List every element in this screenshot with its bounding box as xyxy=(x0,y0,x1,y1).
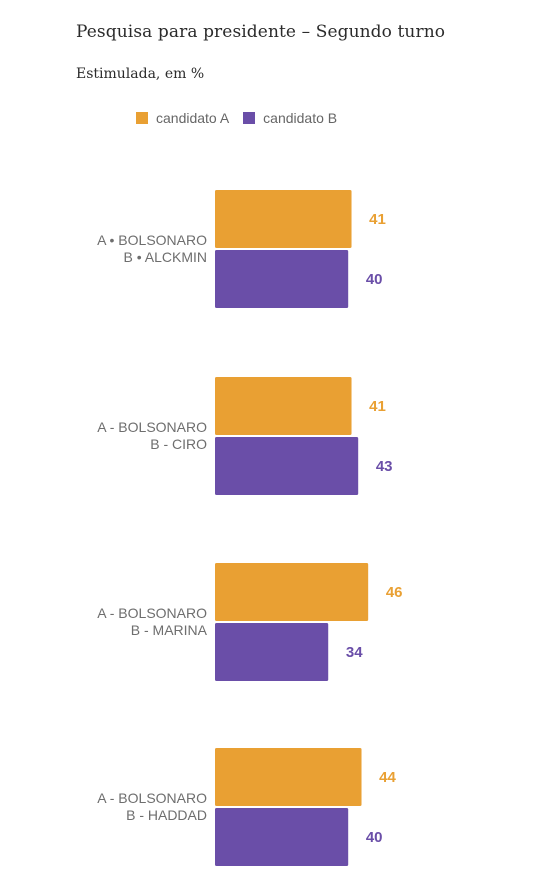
legend-item-candidato-a: candidato A xyxy=(136,110,229,126)
data-label: 40 xyxy=(366,829,383,846)
bar-candidato-b xyxy=(215,250,349,308)
data-label: 43 xyxy=(376,458,393,475)
bar-candidato-b xyxy=(215,808,349,866)
category-label-line2: B - CIRO xyxy=(150,436,207,452)
bar-candidato-a xyxy=(215,748,362,806)
category-label-line1: A - BOLSONARO xyxy=(97,605,207,621)
category-label-line2: B - MARINA xyxy=(131,622,208,638)
legend-swatch-candidato-a xyxy=(136,112,148,124)
data-label: 34 xyxy=(346,644,363,661)
data-label: 41 xyxy=(369,398,386,415)
data-label: 44 xyxy=(379,769,396,786)
legend-swatch-candidato-b xyxy=(243,112,256,124)
legend-label-candidato-b: candidato B xyxy=(263,110,338,126)
bar-candidato-a xyxy=(215,377,352,435)
legend-label-candidato-a: candidato A xyxy=(156,110,230,126)
bar-candidato-b xyxy=(215,623,329,681)
legend: candidato A candidato B xyxy=(136,110,337,126)
data-label: 40 xyxy=(366,271,383,288)
chart-title: Pesquisa para presidente – Segundo turno xyxy=(76,22,446,42)
bar-candidato-a xyxy=(215,190,352,248)
chart-subtitle: Estimulada, em % xyxy=(76,66,205,82)
category-label-line2: B - HADDAD xyxy=(126,807,207,823)
bar-candidato-b xyxy=(215,437,359,495)
data-label: 46 xyxy=(386,584,403,601)
category-label-line1: A - BOLSONARO xyxy=(97,419,207,435)
bar-candidato-a xyxy=(215,563,369,621)
legend-item-candidato-b: candidato B xyxy=(243,110,337,126)
category-label-line1: A • BOLSONARO xyxy=(97,232,207,248)
category-label-line1: A - BOLSONARO xyxy=(97,790,207,806)
category-label-line2: B • ALCKMIN xyxy=(124,249,207,265)
data-label: 41 xyxy=(369,211,386,228)
